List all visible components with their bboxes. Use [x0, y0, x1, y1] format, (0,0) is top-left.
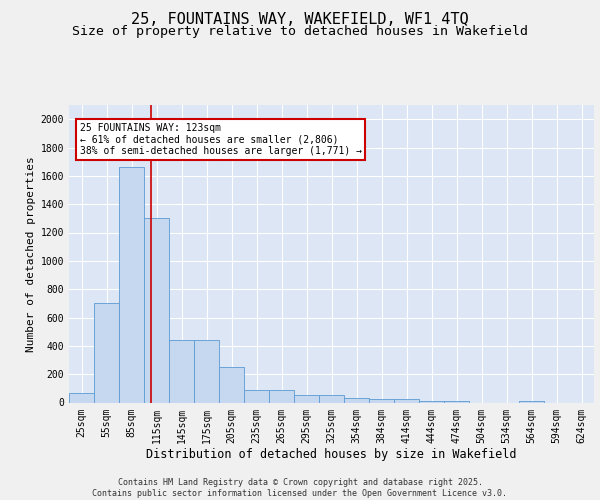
Bar — [294, 396, 319, 402]
X-axis label: Distribution of detached houses by size in Wakefield: Distribution of detached houses by size … — [146, 448, 517, 461]
Text: Contains HM Land Registry data © Crown copyright and database right 2025.
Contai: Contains HM Land Registry data © Crown c… — [92, 478, 508, 498]
Bar — [269, 390, 294, 402]
Y-axis label: Number of detached properties: Number of detached properties — [26, 156, 37, 352]
Bar — [419, 401, 444, 402]
Bar — [144, 218, 169, 402]
Bar — [319, 396, 344, 402]
Text: Size of property relative to detached houses in Wakefield: Size of property relative to detached ho… — [72, 25, 528, 38]
Bar — [344, 398, 369, 402]
Bar — [219, 367, 244, 402]
Bar — [169, 340, 194, 402]
Bar — [394, 399, 419, 402]
Text: 25 FOUNTAINS WAY: 123sqm
← 61% of detached houses are smaller (2,806)
38% of sem: 25 FOUNTAINS WAY: 123sqm ← 61% of detach… — [79, 123, 361, 156]
Bar — [94, 304, 119, 402]
Text: 25, FOUNTAINS WAY, WAKEFIELD, WF1 4TQ: 25, FOUNTAINS WAY, WAKEFIELD, WF1 4TQ — [131, 12, 469, 28]
Bar — [119, 168, 144, 402]
Bar — [369, 399, 394, 402]
Bar — [194, 340, 219, 402]
Bar — [244, 390, 269, 402]
Bar — [444, 401, 469, 402]
Bar — [519, 401, 544, 402]
Bar — [69, 394, 94, 402]
